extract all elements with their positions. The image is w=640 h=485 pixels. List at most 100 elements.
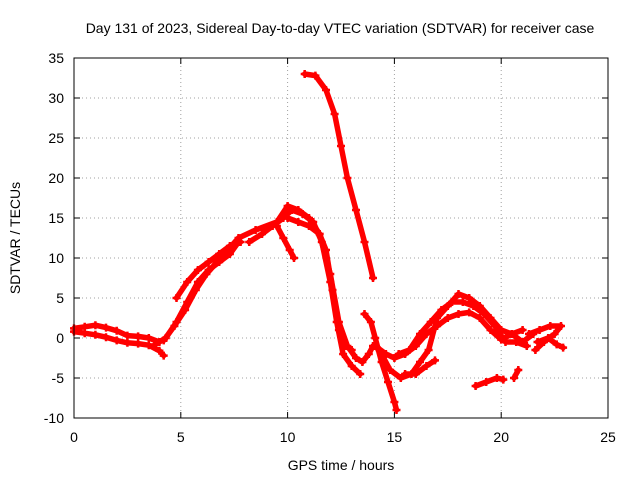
data-point-marker: [112, 336, 121, 345]
data-point-marker: [91, 330, 100, 339]
x-axis-label: GPS time / hours: [288, 457, 395, 473]
data-point-marker: [431, 356, 439, 365]
x-tick-label: 25: [600, 429, 616, 445]
data-point-marker: [170, 322, 179, 330]
data-point-marker: [290, 254, 298, 262]
y-tick-label: 15: [48, 210, 64, 226]
chart-title: Day 131 of 2023, Sidereal Day-to-day VTE…: [86, 20, 595, 36]
data-point-marker: [251, 226, 260, 234]
grid-layer: [74, 58, 608, 418]
data-point-marker: [134, 339, 143, 348]
data-point-marker: [454, 290, 463, 298]
data-point-marker: [426, 318, 435, 326]
data-point-marker: [337, 142, 345, 150]
x-tick-label: 15: [387, 429, 403, 445]
data-point-marker: [424, 346, 433, 354]
data-point-marker: [360, 310, 369, 318]
x-tick-label: 20: [493, 429, 509, 445]
data-point-marker: [202, 270, 211, 278]
data-point-marker: [531, 346, 540, 354]
data-point-marker: [112, 326, 121, 335]
data-point-marker: [507, 330, 516, 338]
data-point-marker: [392, 406, 401, 414]
data-point-marker: [300, 70, 309, 78]
data-point-marker: [437, 306, 446, 314]
data-point-marker: [328, 286, 337, 294]
x-tick-label: 0: [70, 429, 78, 445]
data-point-marker: [522, 342, 531, 350]
data-point-marker: [123, 331, 132, 340]
data-point-marker: [482, 378, 491, 386]
data-point-marker: [343, 174, 352, 182]
data-point-marker: [544, 334, 553, 342]
data-point-marker: [405, 346, 414, 354]
data-point-marker: [486, 326, 495, 334]
data-point-marker: [371, 334, 380, 342]
data-point-marker: [305, 222, 313, 230]
data-point-marker: [283, 202, 292, 210]
data-point-marker: [102, 323, 110, 332]
y-tick-label: 35: [48, 50, 64, 66]
data-point-marker: [183, 278, 192, 286]
data-point-marker: [490, 322, 499, 330]
data-point-marker: [475, 314, 484, 322]
data-point-marker: [322, 86, 330, 94]
data-point-marker: [552, 340, 561, 349]
data-point-marker: [155, 346, 164, 355]
data-point-marker: [499, 375, 508, 384]
data-point-marker: [454, 310, 463, 318]
data-point-marker: [525, 330, 533, 338]
y-tick-label: -5: [52, 370, 65, 386]
data-point-marker: [144, 334, 153, 342]
data-series-arc-12: [376, 291, 536, 381]
data-series-arc-9: [301, 71, 376, 281]
y-tick-label: 5: [56, 290, 64, 306]
data-point-marker: [469, 302, 478, 310]
y-tick-label: 25: [48, 130, 64, 146]
data-point-marker: [390, 398, 399, 406]
data-point-marker: [390, 354, 399, 362]
data-point-marker: [422, 362, 431, 370]
data-point-marker: [339, 350, 348, 358]
data-series-arc-7: [274, 223, 297, 261]
data-point-marker: [287, 206, 296, 214]
data-point-marker: [401, 370, 410, 378]
data-point-marker: [384, 378, 392, 386]
data-point-marker: [347, 346, 356, 354]
data-point-marker: [181, 306, 190, 314]
data-point-marker: [225, 242, 234, 250]
data-point-marker: [285, 246, 294, 254]
data-point-marker: [159, 351, 168, 360]
data-point-marker: [334, 326, 343, 334]
data-point-marker: [448, 298, 457, 306]
data-point-marker: [159, 336, 168, 345]
series-layer: [70, 70, 568, 414]
y-tick-label: 0: [56, 330, 64, 346]
data-point-marker: [356, 370, 365, 378]
y-tick-label: -10: [44, 410, 64, 426]
data-point-marker: [191, 286, 200, 294]
data-point-marker: [480, 310, 489, 318]
data-series-arc-2: [71, 328, 167, 359]
data-point-marker: [330, 110, 339, 118]
data-point-marker: [492, 374, 501, 382]
data-point-marker: [193, 266, 202, 274]
data-point-marker: [501, 338, 510, 346]
data-point-marker: [443, 314, 452, 322]
data-point-marker: [245, 238, 254, 246]
data-point-marker: [91, 321, 100, 330]
y-axis-label: SDTVAR / TECUs: [7, 182, 23, 294]
data-point-marker: [204, 258, 213, 266]
data-series-arc-18: [534, 335, 566, 351]
data-point-marker: [352, 354, 360, 362]
data-series-arc-14: [402, 357, 438, 377]
data-point-marker: [341, 342, 350, 350]
data-point-marker: [215, 250, 224, 258]
data-point-marker: [352, 206, 360, 214]
data-point-marker: [416, 358, 424, 366]
data-point-marker: [364, 350, 373, 358]
data-point-marker: [358, 358, 367, 366]
data-point-marker: [258, 230, 266, 238]
